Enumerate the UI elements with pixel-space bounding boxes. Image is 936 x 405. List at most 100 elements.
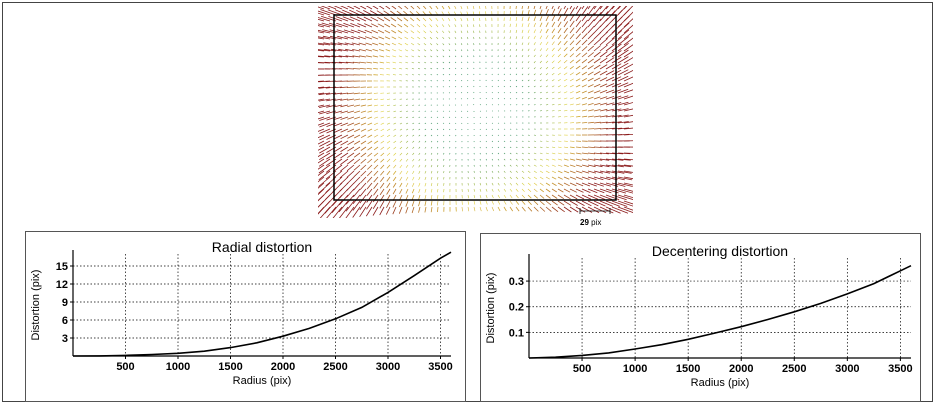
distortion-vector [411, 188, 415, 194]
distortion-vector [587, 182, 597, 187]
distortion-vector [539, 98, 542, 100]
distortion-vector [503, 176, 506, 180]
distortion-vector [557, 21, 562, 28]
distortion-vector [337, 35, 349, 40]
distortion-vector [491, 128, 493, 130]
distortion-vector [503, 134, 506, 136]
distortion-vector [404, 36, 409, 40]
distortion-vector [412, 140, 415, 143]
distortion-vector [383, 17, 391, 22]
distortion-vector [521, 200, 526, 205]
distortion-vector [545, 97, 549, 100]
distortion-vector [551, 85, 555, 88]
distortion-vector [557, 79, 561, 82]
distortion-vector [331, 48, 343, 52]
distortion-vector [399, 200, 403, 208]
distortion-vector [581, 78, 587, 82]
distortion-vector [611, 30, 623, 40]
distortion-vector [509, 30, 511, 34]
distortion-vector [605, 76, 615, 82]
distortion-vector [399, 146, 403, 150]
distortion-vector [599, 128, 608, 130]
distortion-vector [386, 68, 391, 70]
distortion-vector [605, 50, 615, 58]
distortion-vector [437, 164, 439, 168]
distortion-vector [509, 61, 511, 64]
distortion-vector [443, 152, 445, 155]
distortion-vector [318, 10, 331, 16]
distortion-vector [393, 128, 397, 131]
distortion-vector [340, 6, 349, 10]
distortion-vector [435, 6, 439, 10]
distortion-vector [479, 152, 481, 155]
distortion-vector [448, 36, 451, 40]
distortion-vector [338, 48, 349, 52]
distortion-vector [593, 128, 601, 130]
distortion-vector [509, 23, 511, 28]
distortion-vector [449, 134, 451, 137]
distortion-vector [340, 140, 349, 146]
distortion-vector [343, 22, 355, 28]
distortion-vector [367, 158, 373, 164]
distortion-vector [418, 128, 421, 131]
distortion-vector [557, 28, 562, 34]
distortion-vector [399, 188, 403, 194]
distortion-vector [391, 6, 397, 10]
distortion-vector [587, 188, 598, 194]
distortion-vector [593, 158, 603, 161]
distortion-vector [347, 116, 355, 120]
distortion-vector [533, 35, 536, 40]
distortion-vector [587, 103, 594, 106]
distortion-vector [545, 54, 549, 58]
distortion-vector [436, 67, 439, 70]
distortion-vector [399, 122, 403, 125]
distortion-vector [497, 206, 501, 212]
distortion-vector [623, 133, 633, 136]
distortion-vector [575, 200, 585, 206]
distortion-vector [448, 116, 451, 118]
distortion-vector [599, 108, 608, 112]
distortion-vector [359, 6, 367, 10]
distortion-vector [378, 29, 385, 34]
distortion-vector [563, 170, 570, 174]
distortion-vector [460, 43, 463, 46]
distortion-vector [391, 30, 397, 34]
distortion-vector [442, 67, 445, 70]
distortion-vector [623, 50, 633, 58]
distortion-vector [335, 16, 349, 22]
distortion-vector [454, 6, 457, 10]
distortion-vector [374, 134, 379, 138]
distortion-vector [424, 152, 427, 155]
distortion-vector [533, 164, 537, 167]
distortion-vector [545, 206, 552, 212]
distortion-vector [509, 170, 512, 173]
distortion-vector [587, 84, 594, 88]
distortion-vector [509, 152, 512, 155]
distortion-vector [545, 152, 549, 155]
distortion-vector [569, 158, 576, 161]
distortion-vector [593, 200, 606, 207]
distortion-vector [318, 158, 325, 164]
distortion-vector [405, 164, 409, 168]
distortion-vector [611, 158, 624, 161]
distortion-vector [533, 194, 538, 199]
distortion-vector [347, 98, 355, 101]
distortion-vector [467, 206, 470, 212]
x-tick-label: 1000 [166, 361, 190, 373]
distortion-vector [344, 36, 355, 40]
distortion-vector [491, 134, 494, 137]
distortion-vector [545, 85, 549, 88]
distortion-vector [380, 116, 385, 119]
distortion-vector [353, 140, 361, 145]
distortion-vector [364, 29, 373, 34]
distortion-vector [527, 146, 530, 148]
distortion-vector [557, 97, 561, 100]
distortion-vector [405, 122, 409, 125]
distortion-vector [372, 61, 379, 64]
distortion-vector [333, 134, 343, 140]
distortion-vector [318, 134, 325, 139]
distortion-vector [545, 91, 549, 94]
distortion-vector [353, 92, 361, 95]
distortion-vector [390, 17, 397, 22]
distortion-vector [418, 200, 421, 207]
